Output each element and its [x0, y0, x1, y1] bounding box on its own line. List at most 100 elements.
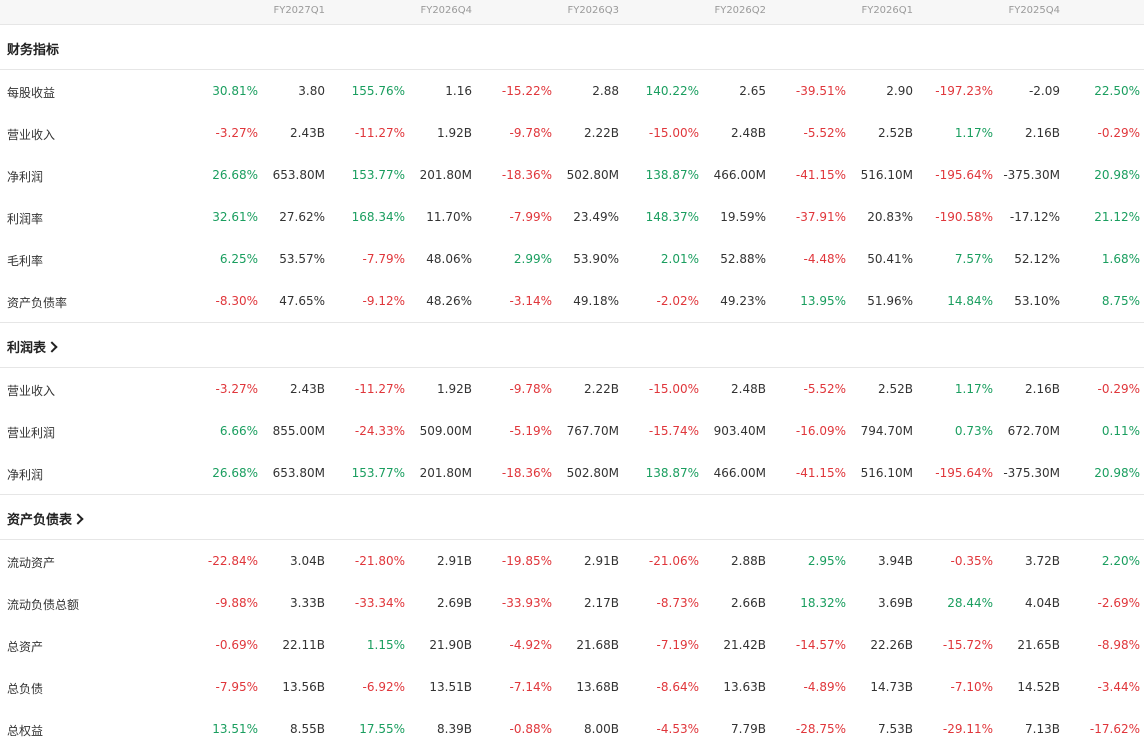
change-percent: -190.58% [935, 210, 993, 224]
row-label: 净利润 [7, 170, 44, 184]
chevron-right-icon [46, 341, 58, 353]
row-label: 利润率 [7, 212, 44, 226]
change-percent: 26.68% [212, 466, 258, 480]
section-title[interactable]: 资产负债表 [7, 509, 84, 528]
metric-value: 7.79B [731, 722, 766, 736]
metric-value: 201.80M [419, 168, 472, 182]
section-title-text: 利润表 [7, 341, 47, 356]
metric-value: 502.80M [566, 466, 619, 480]
change-percent: -24.33% [354, 424, 405, 438]
change-percent: -22.84% [207, 554, 258, 568]
change-percent: 14.84% [947, 294, 993, 308]
metric-value: 903.40M [713, 424, 766, 438]
metric-value: 8.55B [290, 722, 325, 736]
table-row: 每股收益 30.81% 3.80 155.76% 1.16 -15.22% 2.88 140.… [0, 70, 1144, 112]
change-percent: -21.06% [648, 554, 699, 568]
metric-value: 11.70% [426, 210, 472, 224]
metric-value: 2.43B [290, 126, 325, 140]
change-percent: -39.51% [795, 84, 846, 98]
change-percent: 30.81% [212, 84, 258, 98]
metric-value: 794.70M [860, 424, 913, 438]
metric-value: 653.80M [272, 466, 325, 480]
period-header: FY2026Q1 [861, 5, 913, 16]
change-percent: -16.09% [795, 424, 846, 438]
metric-value: 3.80 [298, 84, 325, 98]
change-percent: -0.88% [509, 722, 552, 736]
metric-value: 21.90B [429, 638, 472, 652]
metric-value: 1.16 [445, 84, 472, 98]
metric-value: 672.70M [1007, 424, 1060, 438]
metric-value: 2.91B [584, 554, 619, 568]
change-percent: 168.34% [351, 210, 405, 224]
section-title-text: 资产负债表 [7, 513, 73, 528]
metric-value: 516.10M [860, 168, 913, 182]
section-title[interactable]: 利润表 [7, 337, 58, 356]
metric-value: 2.43B [290, 382, 325, 396]
metric-value: 53.90% [573, 252, 619, 266]
metric-value: 3.94B [878, 554, 913, 568]
change-percent: 1.17% [954, 382, 993, 396]
change-percent: -3.27% [215, 126, 258, 140]
section-header[interactable]: 资产负债表 [0, 494, 1144, 540]
change-percent: 140.22% [645, 84, 699, 98]
metric-value: 2.17B [584, 596, 619, 610]
change-percent: 22.50% [1094, 84, 1140, 98]
change-percent: -197.23% [935, 84, 993, 98]
metric-value: 49.23% [720, 294, 766, 308]
row-label: 总资产 [7, 640, 44, 654]
change-percent: 138.87% [645, 466, 699, 480]
period-header: FY2026Q3 [567, 5, 619, 16]
metric-value: 48.06% [426, 252, 472, 266]
change-percent: 1.15% [366, 638, 405, 652]
metric-value: 47.65% [279, 294, 325, 308]
chevron-right-icon [72, 513, 84, 525]
metric-value: 2.65 [739, 84, 766, 98]
metric-value: 466.00M [713, 168, 766, 182]
change-percent: 6.25% [219, 252, 258, 266]
table-row: 营业收入 -3.27% 2.43B -11.27% 1.92B -9.78% 2.22B -1… [0, 368, 1144, 410]
change-percent: 13.95% [800, 294, 846, 308]
change-percent: -8.73% [656, 596, 699, 610]
metric-value: 2.16B [1025, 382, 1060, 396]
change-percent: 2.01% [660, 252, 699, 266]
metric-value: 2.48B [731, 382, 766, 396]
change-percent: -7.99% [509, 210, 552, 224]
change-percent: -195.64% [935, 168, 993, 182]
metric-value: 502.80M [566, 168, 619, 182]
metric-value: 22.11B [282, 638, 325, 652]
change-percent: -7.10% [950, 680, 993, 694]
change-percent: -8.30% [215, 294, 258, 308]
change-percent: 8.75% [1101, 294, 1140, 308]
change-percent: 21.12% [1094, 210, 1140, 224]
change-percent: -7.14% [509, 680, 552, 694]
change-percent: -4.48% [803, 252, 846, 266]
metric-value: 2.69B [437, 596, 472, 610]
change-percent: -5.52% [803, 126, 846, 140]
metric-value: 50.41% [867, 252, 913, 266]
metric-value: 2.22B [584, 126, 619, 140]
change-percent: -3.14% [509, 294, 552, 308]
change-percent: 153.77% [351, 168, 405, 182]
change-percent: -5.52% [803, 382, 846, 396]
change-percent: 20.98% [1094, 168, 1140, 182]
metric-value: 3.04B [290, 554, 325, 568]
change-percent: -28.75% [795, 722, 846, 736]
change-percent: -2.02% [656, 294, 699, 308]
table-row: 总资产 -0.69% 22.11B 1.15% 21.90B -4.92% 21.68B -7… [0, 624, 1144, 666]
change-percent: -11.27% [354, 382, 405, 396]
section-header[interactable]: 利润表 [0, 322, 1144, 368]
metric-value: 2.66B [731, 596, 766, 610]
metric-value: 466.00M [713, 466, 766, 480]
change-percent: -3.27% [215, 382, 258, 396]
metric-value: 2.90 [886, 84, 913, 98]
metric-value: 2.16B [1025, 126, 1060, 140]
change-percent: -7.95% [215, 680, 258, 694]
change-percent: -41.15% [795, 168, 846, 182]
period-header: FY2026Q2 [714, 5, 766, 16]
change-percent: -17.62% [1089, 722, 1140, 736]
change-percent: 153.77% [351, 466, 405, 480]
section-title: 财务指标 [7, 39, 59, 58]
change-percent: 1.68% [1101, 252, 1140, 266]
change-percent: 26.68% [212, 168, 258, 182]
row-label: 流动资产 [7, 556, 56, 570]
